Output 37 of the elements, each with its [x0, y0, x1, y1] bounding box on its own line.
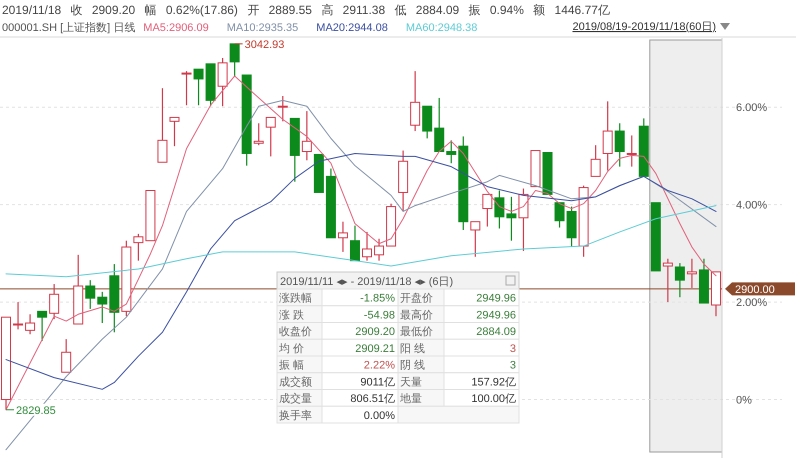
annotation: 806.51亿 [350, 393, 395, 405]
annotation: -1.85% [360, 292, 396, 304]
annotation: 2019/11/11 ◂▸ - 2019/11/18 ◂▸ (6日) [280, 276, 454, 288]
annotation: 地量 [399, 392, 422, 405]
annotation: 2884.09 [476, 326, 516, 338]
annotation: 3 [510, 342, 516, 355]
range: 2019/08/19-2019/11/18(60日) [572, 21, 716, 33]
title: 2019/11/18 收 2909.20 幅 0.62%(17.86) 开 2889.55 高 2911.38 低 2884.09 振 0.94% 额 1446.77亿 [2, 3, 610, 17]
annotation: 换手率 [279, 408, 312, 422]
annotation: 2909.20 [355, 326, 395, 338]
annotation: 2949.96 [476, 292, 516, 304]
annotation: 阴 线 [400, 358, 426, 372]
annotation: 成交量 [279, 392, 312, 405]
annotation: 2949.96 [476, 309, 516, 322]
annotation: 涨跌幅 [279, 292, 312, 304]
annotation: 9011亿 [360, 376, 395, 388]
annotation: 天量 [400, 376, 422, 388]
ref-tag: 2900.00 [725, 282, 795, 296]
annotation: 振 幅 [279, 360, 304, 372]
annotation: 最低价 [400, 326, 433, 338]
annotation: 0.00% [364, 410, 396, 422]
annotation: 100.00亿 [471, 393, 516, 405]
annotation: 2829.85 [16, 404, 56, 417]
annotation: 阳 线 [400, 342, 426, 355]
annotation: 开盘价 [400, 292, 433, 304]
annotation: 最高价 [400, 308, 433, 322]
annotation: 2.22% [364, 360, 396, 372]
subtitle: 000001.SH [上证指数] 日线 [2, 22, 136, 34]
annotation: 成交额 [279, 375, 312, 388]
annotation: -54.98 [364, 309, 395, 322]
annotation: 2909.21 [355, 342, 395, 355]
annotation: 157.92亿 [471, 376, 516, 388]
annotation: 收盘价 [279, 326, 312, 338]
annotation: 3042.93 [244, 38, 284, 51]
annotation: 涨 跌 [279, 309, 304, 322]
annotation: 3 [510, 360, 516, 372]
annotation: 均 价 [278, 342, 304, 355]
